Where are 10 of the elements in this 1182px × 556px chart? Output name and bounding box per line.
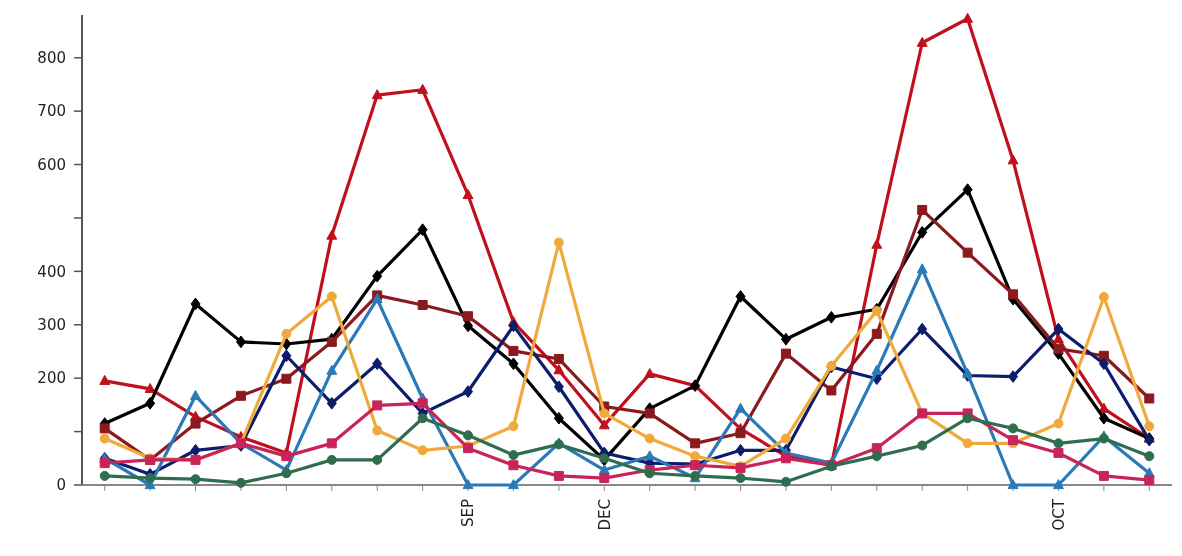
- x-tick-label: DEC: [595, 499, 614, 531]
- y-tick-label: 400: [37, 262, 66, 281]
- y-tick-label: 200: [37, 369, 66, 388]
- y-tick-label: 300: [37, 316, 66, 335]
- y-tick-label: 800: [37, 48, 66, 67]
- y-tick-label: 700: [37, 102, 66, 121]
- y-tick-label: 0: [56, 476, 66, 495]
- x-tick-label: SEP: [459, 499, 478, 528]
- x-tick-label: OCT: [1049, 498, 1068, 531]
- y-tick-label: 600: [37, 155, 66, 174]
